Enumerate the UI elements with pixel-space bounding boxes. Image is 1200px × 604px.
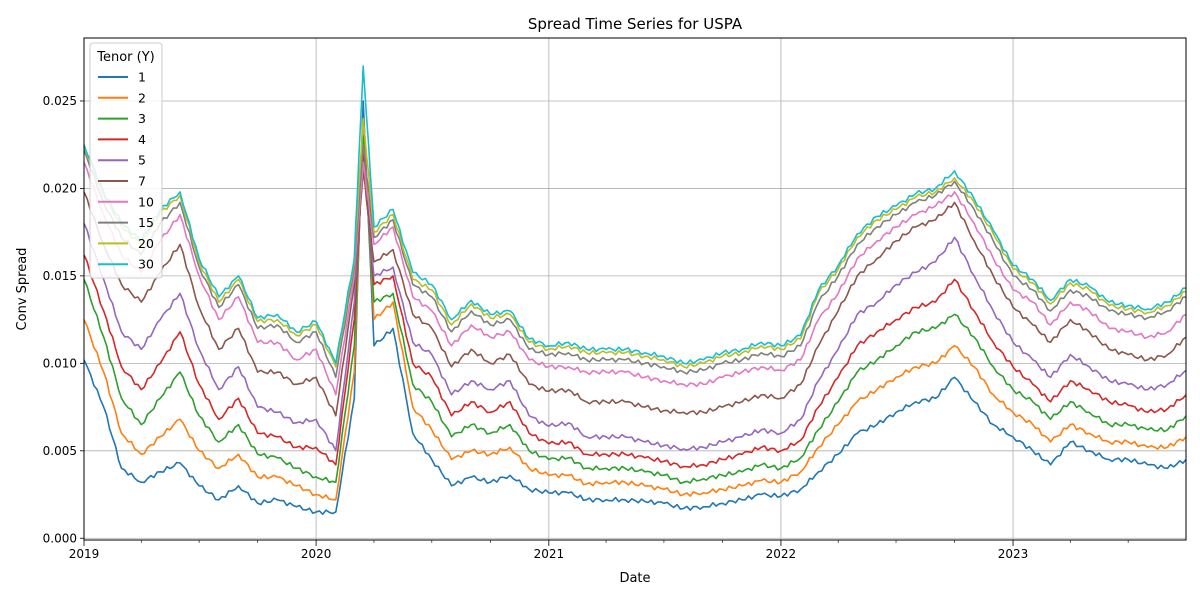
series-line-7	[83, 170, 1187, 417]
legend-label-2: 2	[138, 90, 146, 105]
series-line-15	[83, 143, 1187, 379]
plot-frame	[83, 37, 1187, 541]
legend-label-10: 10	[138, 194, 154, 209]
series-line-30	[83, 65, 1187, 365]
x-axis-label: Date	[619, 571, 650, 586]
y-axis-label: Conv Spread	[15, 248, 30, 331]
legend-label-7: 7	[138, 174, 146, 189]
series-line-3	[83, 135, 1187, 485]
series-line-4	[83, 152, 1187, 469]
legend-title: Tenor (Y)	[96, 50, 154, 65]
y-tick-label: 0.015	[43, 269, 77, 283]
grid	[83, 38, 1186, 540]
y-tick-label: 0.010	[43, 356, 77, 370]
legend-label-20: 20	[138, 236, 154, 251]
series-line-1	[83, 100, 1187, 515]
legend-label-5: 5	[138, 153, 146, 168]
series-lines	[83, 65, 1187, 515]
x-tick-label: 2019	[69, 547, 100, 561]
legend-label-3: 3	[138, 111, 146, 126]
y-tick-label: 0.005	[43, 444, 77, 458]
series-line-20	[83, 117, 1187, 369]
chart-title: Spread Time Series for USPA	[528, 15, 743, 33]
x-tick-label: 2022	[766, 547, 797, 561]
series-line-5	[83, 161, 1187, 452]
x-tick-label: 2023	[998, 547, 1029, 561]
series-line-10	[83, 161, 1187, 396]
x-tick-label: 2021	[534, 547, 565, 561]
series-line-2	[83, 117, 1187, 501]
legend-label-30: 30	[138, 257, 154, 272]
y-tick-label: 0.025	[43, 94, 77, 108]
legend: Tenor (Y) 1 2 3 4 5 7 10 15 20 30	[89, 42, 163, 279]
x-tick-label: 2020	[301, 547, 332, 561]
legend-label-1: 1	[138, 70, 146, 85]
y-tick-label: 0.000	[43, 531, 77, 545]
legend-label-15: 15	[138, 215, 154, 230]
legend-label-4: 4	[138, 132, 146, 147]
y-tick-label: 0.020	[43, 181, 77, 195]
